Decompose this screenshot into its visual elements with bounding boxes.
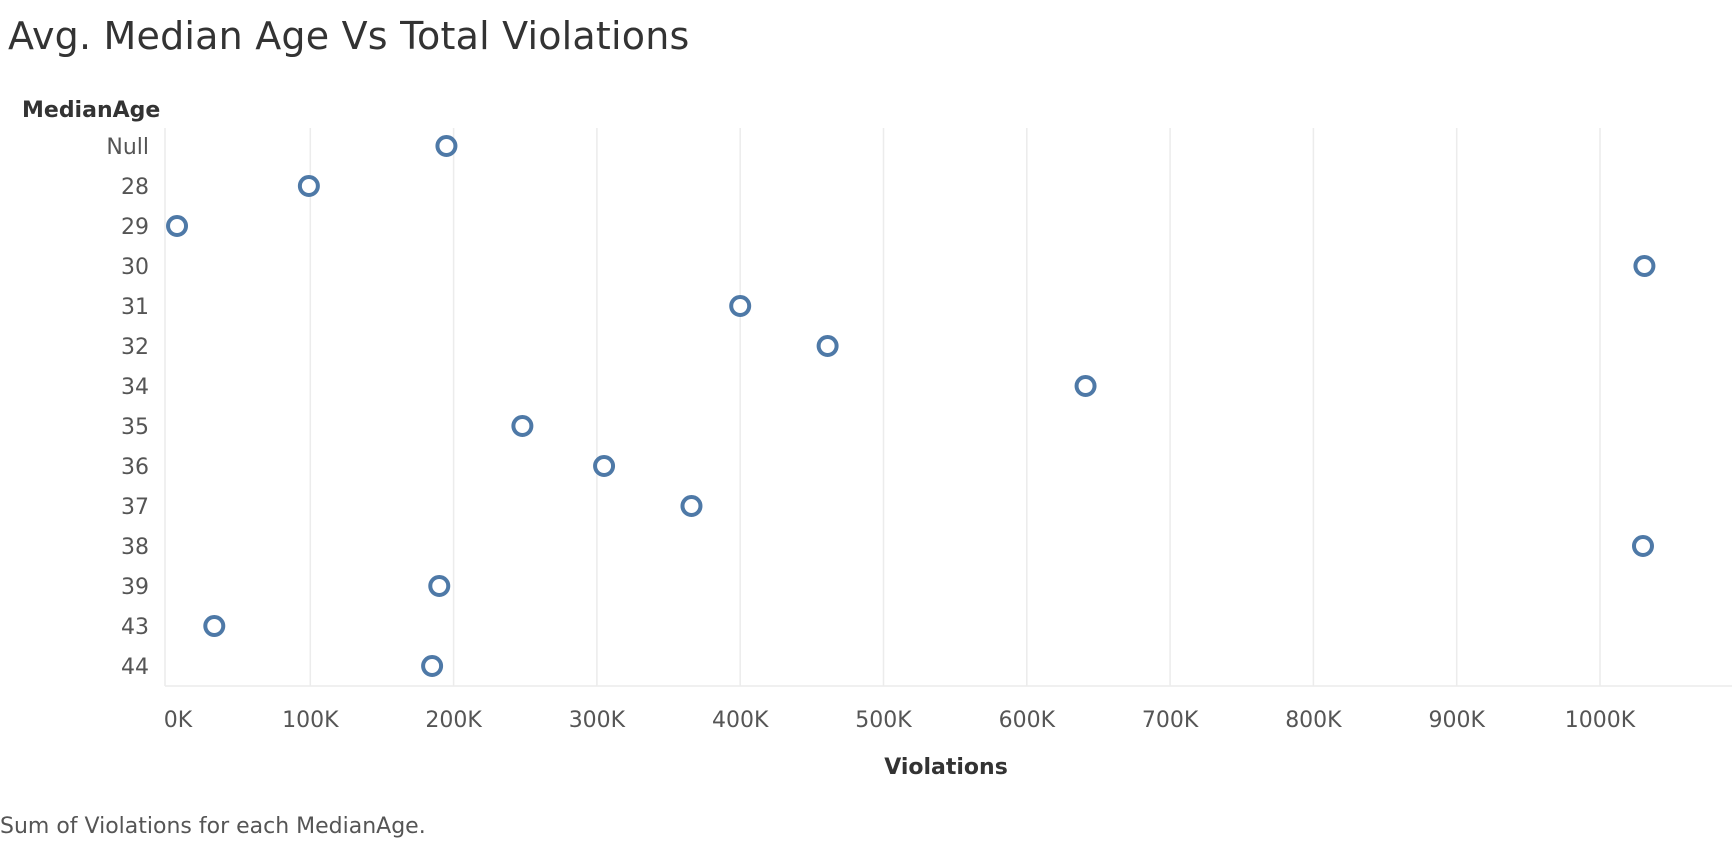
x-tick-label: 300K — [569, 708, 626, 733]
y-tick-label: 31 — [121, 295, 149, 320]
chart-caption: Sum of Violations for each MedianAge. — [0, 814, 426, 839]
y-tick-label: 29 — [121, 215, 149, 240]
y-tick-label: 34 — [121, 375, 149, 400]
x-axis: 0K 100K 200K 300K 400K 500K 600K 700K 800K 900K 10… — [164, 708, 1636, 733]
y-tick-label: 30 — [121, 255, 149, 280]
data-point[interactable] — [593, 455, 616, 477]
y-tick-label: 43 — [121, 615, 149, 640]
x-tick-label: 400K — [712, 708, 769, 733]
x-tick-label: 500K — [855, 708, 912, 733]
data-point[interactable] — [421, 655, 444, 677]
x-tick-label: 800K — [1285, 708, 1342, 733]
y-tick-label: 38 — [121, 535, 149, 560]
x-tick-label: 600K — [999, 708, 1056, 733]
data-point[interactable] — [680, 495, 703, 517]
y-tick-label: 36 — [121, 455, 149, 480]
data-point[interactable] — [511, 415, 534, 437]
data-point[interactable] — [428, 575, 451, 597]
x-tick-label: 0K — [164, 708, 193, 733]
x-axis-title: Violations — [884, 755, 1008, 780]
y-axis: Null 28 29 30 31 32 34 35 36 37 38 39 43 44 — [106, 135, 149, 680]
y-tick-label: 35 — [121, 415, 149, 440]
x-tick-label: 900K — [1428, 708, 1485, 733]
data-point[interactable] — [166, 215, 189, 237]
data-point[interactable] — [816, 335, 839, 357]
data-point[interactable] — [729, 295, 752, 317]
data-point[interactable] — [435, 135, 458, 157]
x-tick-label: 200K — [425, 708, 482, 733]
y-tick-label: 32 — [121, 335, 149, 360]
x-tick-label: 700K — [1142, 708, 1199, 733]
gridlines — [164, 128, 1732, 687]
x-tick-label: 1000K — [1565, 708, 1636, 733]
y-tick-label: 39 — [121, 575, 149, 600]
y-tick-label: Null — [106, 135, 149, 160]
y-tick-label: 44 — [121, 655, 149, 680]
data-point[interactable] — [297, 175, 320, 197]
chart-title: Avg. Median Age Vs Total Violations — [8, 14, 690, 58]
data-point[interactable] — [1074, 375, 1097, 397]
x-tick-label: 100K — [282, 708, 339, 733]
data-point[interactable] — [203, 615, 226, 637]
y-tick-label: 37 — [121, 495, 149, 520]
data-points — [166, 135, 1656, 677]
y-tick-label: 28 — [121, 175, 149, 200]
y-axis-title: MedianAge — [22, 98, 160, 123]
data-point[interactable] — [1633, 255, 1656, 277]
data-point[interactable] — [1631, 535, 1654, 557]
